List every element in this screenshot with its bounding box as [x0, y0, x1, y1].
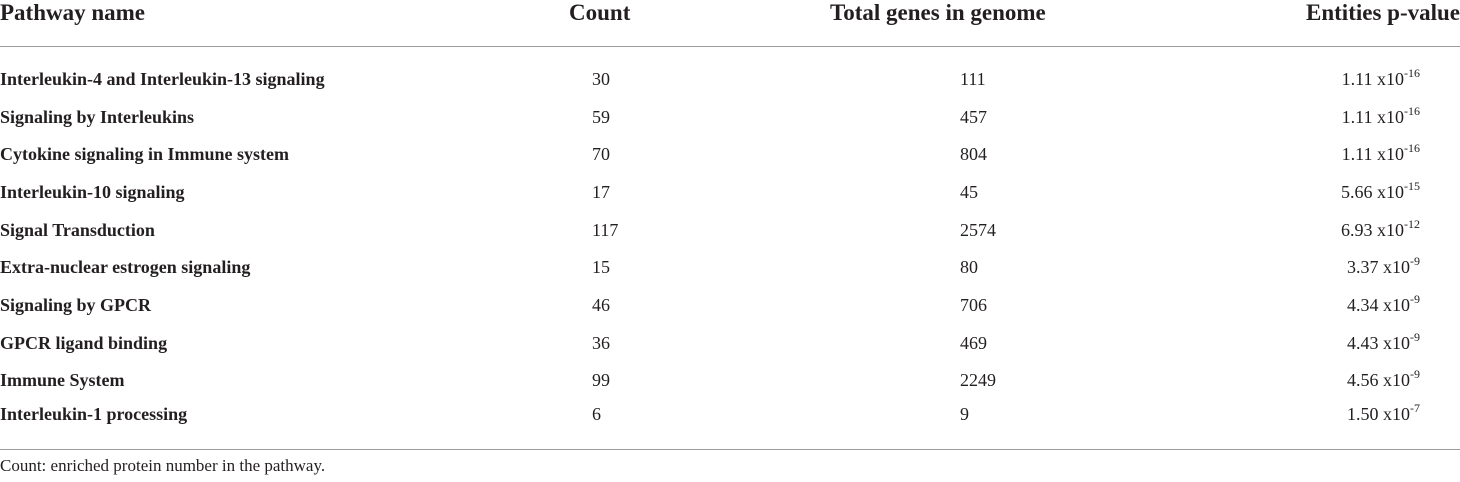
table-row: Signaling by GPCR 46 706 4.34 x10-9	[0, 286, 1460, 324]
count-cell: 6	[420, 399, 790, 451]
p-value-mantissa: 5.66 x10	[1341, 181, 1404, 202]
pathway-name-cell: Signaling by GPCR	[0, 294, 152, 315]
p-value-exponent: -12	[1404, 216, 1420, 231]
p-value-exponent: -15	[1404, 178, 1420, 193]
p-value-cell: 4.43 x10-9	[1130, 324, 1460, 362]
p-value-mantissa: 1.11 x10	[1341, 68, 1404, 89]
p-value-mantissa: 4.56 x10	[1347, 370, 1410, 391]
p-value-mantissa: 3.37 x10	[1347, 257, 1410, 278]
p-value-exponent: -16	[1404, 103, 1420, 118]
p-value-cell: 6.93 x10-12	[1130, 211, 1460, 249]
total-genes-cell: 9	[790, 399, 1130, 451]
count-cell: 117	[592, 219, 619, 240]
count-cell: 59	[592, 106, 610, 127]
p-value-cell: 1.11 x10-16	[1130, 135, 1460, 173]
header-pathway-name: Pathway name	[0, 0, 420, 47]
pathway-name-cell: Signal Transduction	[0, 219, 155, 240]
count-cell: 46	[592, 294, 610, 315]
header-total-genes: Total genes in genome	[790, 0, 1130, 47]
table-body: Interleukin-4 and Interleukin-13 signali…	[0, 47, 1460, 451]
table-row: GPCR ligand binding 36 469 4.43 x10-9	[0, 324, 1460, 362]
count-cell: 17	[592, 181, 610, 202]
table-row: Interleukin-4 and Interleukin-13 signali…	[0, 60, 1460, 98]
p-value-exponent: -9	[1410, 367, 1420, 382]
total-genes-cell: 80	[960, 257, 978, 278]
total-genes-cell: 45	[960, 181, 978, 202]
table-row: Extra-nuclear estrogen signaling 15 80 3.37…	[0, 248, 1460, 286]
pathway-name-cell: Cytokine signaling in Immune system	[0, 144, 290, 165]
table-row: Signal Transduction 117 2574 6.93 x10-12	[0, 211, 1460, 249]
total-genes-cell: 804	[960, 144, 987, 165]
table-row: Cytokine signaling in Immune system 70 804…	[0, 135, 1460, 173]
count-cell: 36	[592, 332, 610, 353]
pathway-enrichment-table: Pathway name Count Total genes in genome…	[0, 0, 1460, 451]
p-value-cell: 5.66 x10-15	[1130, 173, 1460, 211]
count-cell: 99	[592, 370, 610, 391]
pathway-name-cell: Interleukin-10 signaling	[0, 181, 185, 202]
p-value-mantissa: 1.11 x10	[1341, 106, 1404, 127]
p-value-cell: 1.11 x10-16	[1130, 60, 1460, 98]
count-cell: 15	[592, 257, 610, 278]
table-row: Interleukin-1 processing 6 9 1.50 x10-7	[0, 399, 1460, 451]
pathway-name-cell: Interleukin-1 processing	[0, 399, 420, 451]
p-value-cell: 3.37 x10-9	[1130, 248, 1460, 286]
spacer-row	[0, 47, 1460, 61]
p-value-mantissa: 6.93 x10	[1341, 219, 1404, 240]
p-value-mantissa: 1.11 x10	[1341, 144, 1404, 165]
p-value-exponent: -9	[1410, 254, 1420, 269]
header-p-value: Entities p-value	[1130, 0, 1460, 47]
table-row: Immune System 99 2249 4.56 x10-9	[0, 362, 1460, 400]
pathway-name-cell: Interleukin-4 and Interleukin-13 signali…	[0, 68, 325, 89]
pathway-name-cell: Signaling by Interleukins	[0, 106, 195, 127]
p-value-mantissa: 4.43 x10	[1347, 332, 1410, 353]
table-row: Signaling by Interleukins 59 457 1.11 x10-1…	[0, 98, 1460, 136]
header-count: Count	[420, 0, 790, 47]
table-row: Interleukin-10 signaling 17 45 5.66 x10-15	[0, 173, 1460, 211]
p-value-exponent: -16	[1404, 141, 1420, 156]
total-genes-cell: 469	[960, 332, 987, 353]
p-value-exponent: -7	[1410, 401, 1420, 416]
count-cell: 30	[592, 68, 610, 89]
pathway-name-cell: GPCR ligand binding	[0, 332, 168, 353]
pathway-name-cell: Immune System	[0, 370, 125, 391]
p-value-cell: 4.56 x10-9	[1130, 362, 1460, 400]
p-value-exponent: -9	[1410, 329, 1420, 344]
table-header: Pathway name Count Total genes in genome…	[0, 0, 1460, 47]
p-value-cell: 1.11 x10-16	[1130, 98, 1460, 136]
header-row: Pathway name Count Total genes in genome…	[0, 0, 1460, 47]
p-value-cell: 1.50 x10-7	[1130, 399, 1460, 451]
p-value-mantissa: 1.50 x10	[1347, 404, 1410, 425]
count-cell: 70	[592, 144, 610, 165]
pathway-name-cell: Extra-nuclear estrogen signaling	[0, 257, 251, 278]
total-genes-cell: 457	[960, 106, 987, 127]
table-footnote: Count: enriched protein number in the pa…	[0, 456, 326, 475]
p-value-cell: 4.34 x10-9	[1130, 286, 1460, 324]
p-value-exponent: -16	[1404, 65, 1420, 80]
total-genes-cell: 706	[960, 294, 987, 315]
total-genes-cell: 2249	[960, 370, 996, 391]
p-value-mantissa: 4.34 x10	[1347, 294, 1410, 315]
p-value-exponent: -9	[1410, 291, 1420, 306]
total-genes-cell: 2574	[960, 219, 996, 240]
total-genes-cell: 111	[960, 68, 986, 89]
